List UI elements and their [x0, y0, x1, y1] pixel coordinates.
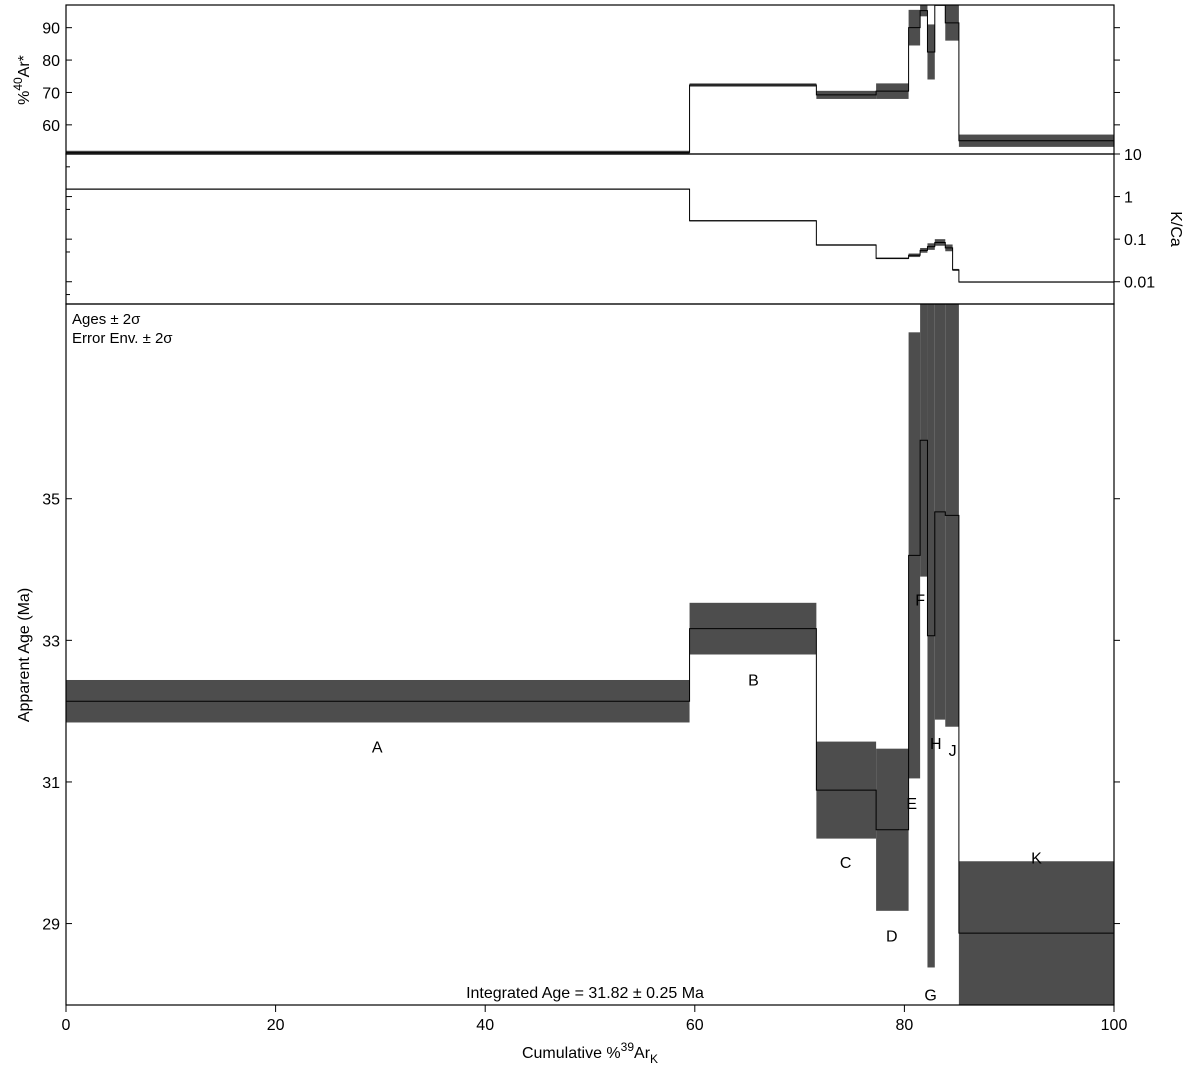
line-layer	[66, 4, 1114, 934]
k-ca-panel-ytick-label: 10	[1124, 147, 1142, 164]
radiogenic-argon-panel-ytick-label: 70	[42, 85, 60, 102]
age-spectrum-panel-ytick-label: 29	[42, 917, 60, 934]
argon-axis-title: %40Ar*	[11, 55, 33, 105]
argon-axis-title-sup: 40	[11, 77, 25, 91]
k-ca-panel-ytick-label: 0.1	[1124, 232, 1146, 249]
step-label-k: K	[1031, 851, 1042, 868]
x-axis-title-prefix: Cumulative %	[522, 1045, 621, 1062]
x-tick-label: 80	[896, 1017, 914, 1034]
step-label-f: F	[915, 592, 925, 609]
annotation-error-envelope: Error Env. ± 2σ	[72, 330, 173, 347]
k-ca-panel-frame	[65, 153, 1115, 305]
x-tick-label: 20	[267, 1017, 285, 1034]
k-ca-panel-step-line	[66, 188, 1114, 283]
radiogenic-argon-panel-ytick-label: 90	[42, 21, 60, 38]
label-layer: Apparent Age (Ma) K/Ca %40Ar* Cumulative…	[11, 21, 1184, 1066]
step-label-g: G	[924, 987, 936, 1004]
age-spectrum-panel-frame	[65, 303, 1115, 1006]
radiogenic-argon-panel-step-line	[66, 4, 1114, 153]
x-axis-title-main: Ar	[634, 1045, 651, 1062]
x-axis-title: Cumulative %39ArK	[522, 1040, 658, 1066]
age-spectrum-panel-step-line	[66, 439, 1114, 934]
x-tick-label: 40	[476, 1017, 494, 1034]
radiogenic-argon-panel-ytick-label: 80	[42, 53, 60, 70]
fill-layer	[66, 5, 1114, 1005]
annotation-ages: Ages ± 2σ	[72, 311, 141, 328]
age-spectrum-panel-ytick-label: 33	[42, 633, 60, 650]
k-ca-axis-title: K/Ca	[1167, 211, 1184, 247]
step-label-a: A	[372, 740, 383, 757]
step-label-c: C	[840, 855, 852, 872]
argon-axis-title-main: Ar*	[16, 55, 33, 77]
x-tick-label: 60	[686, 1017, 704, 1034]
x-tick-label: 0	[62, 1017, 71, 1034]
tick-layer	[65, 27, 1120, 1012]
argon-axis-title-prefix: %	[16, 91, 33, 105]
step-label-d: D	[886, 929, 898, 946]
k-ca-panel-ytick-label: 0.01	[1124, 275, 1155, 292]
age-spectrum-panel-ytick-label: 35	[42, 492, 60, 509]
age-axis-title: Apparent Age (Ma)	[16, 588, 33, 722]
k-ca-panel-ytick-label: 1	[1124, 190, 1133, 207]
step-label-j: J	[949, 743, 957, 760]
x-axis-title-sup: 39	[621, 1040, 635, 1054]
radiogenic-argon-panel-ytick-label: 60	[42, 118, 60, 135]
x-axis-title-sub: K	[650, 1052, 658, 1066]
age-spectrum-panel-ytick-label: 31	[42, 775, 60, 792]
x-tick-label: 100	[1101, 1017, 1128, 1034]
step-label-h: H	[930, 736, 942, 753]
integrated-age-label: Integrated Age = 31.82 ± 0.25 Ma	[466, 985, 704, 1002]
step-label-b: B	[748, 672, 759, 689]
frame-layer	[65, 4, 1115, 1006]
step-label-e: E	[906, 796, 917, 813]
